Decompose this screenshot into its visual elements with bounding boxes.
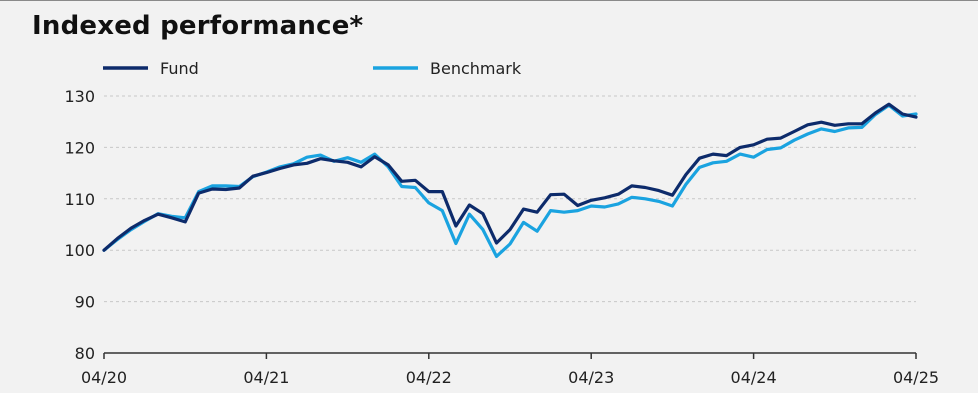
x-tick-label-2: 04/22: [406, 368, 452, 387]
x-tick-label-3: 04/23: [568, 368, 614, 387]
y-tick-label-90: 90: [75, 293, 95, 312]
y-tick-label-130: 130: [64, 87, 95, 106]
x-tick-labels: 04/20 04/21 04/22 04/23 04/24 04/25: [81, 368, 939, 387]
series-line-fund: [102, 102, 918, 252]
series-line-benchmark: [102, 103, 918, 258]
x-tick-label-1: 04/21: [243, 368, 289, 387]
y-tick-label-100: 100: [64, 241, 95, 260]
legend: Fund Benchmark: [103, 59, 522, 78]
legend-label-fund: Fund: [160, 59, 199, 78]
y-tick-label-80: 80: [75, 344, 95, 363]
legend-label-benchmark: Benchmark: [430, 59, 522, 78]
x-tick-label-0: 04/20: [81, 368, 127, 387]
y-tick-label-110: 110: [64, 190, 95, 209]
gridlines: [104, 95, 916, 303]
x-tick-label-5: 04/25: [893, 368, 939, 387]
x-ticks: [103, 353, 917, 359]
x-tick-label-4: 04/24: [731, 368, 777, 387]
y-tick-label-120: 120: [64, 138, 95, 157]
chart-title: Indexed performance*: [32, 11, 364, 41]
y-tick-labels: 80 90 100 110 120 130: [64, 87, 95, 363]
series-lines: [102, 102, 918, 258]
